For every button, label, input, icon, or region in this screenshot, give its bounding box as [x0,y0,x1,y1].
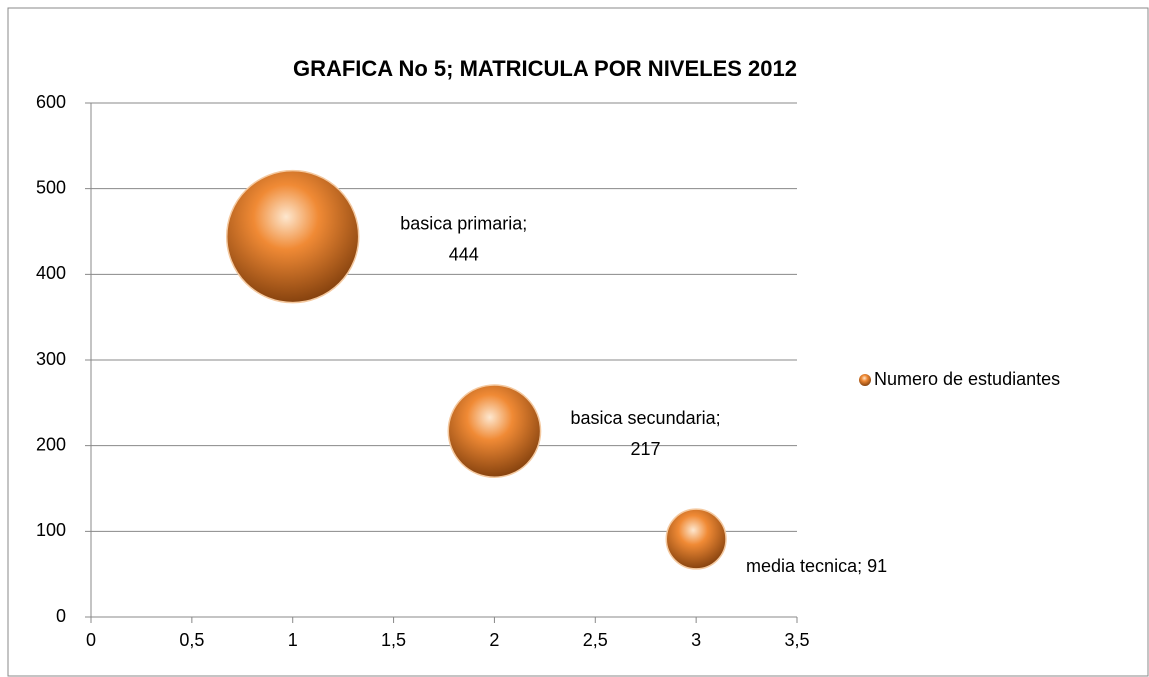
y-tick-label: 300 [36,349,66,369]
bubble [665,508,727,570]
y-tick-label: 200 [36,434,66,454]
x-tick-label: 3,5 [784,630,809,650]
legend-label: Numero de estudiantes [874,369,1060,389]
x-tick-label: 1 [288,630,298,650]
legend-swatch [859,374,871,386]
x-tick-label: 2,5 [583,630,608,650]
y-tick-label: 600 [36,92,66,112]
x-tick-label: 2 [489,630,499,650]
chart-border [7,7,1149,677]
x-tick-label: 0 [86,630,96,650]
y-tick-label: 500 [36,177,66,197]
y-tick-label: 100 [36,520,66,540]
x-tick-label: 3 [691,630,701,650]
y-tick-label: 0 [56,606,66,626]
bubble [225,169,360,304]
data-label: basica secundaria; 217 [571,408,721,459]
x-tick-label: 0,5 [179,630,204,650]
bubble [447,384,542,478]
x-tick-label: 1,5 [381,630,406,650]
data-label: basica primaria; 444 [400,213,527,264]
y-tick-label: 400 [36,263,66,283]
data-label: media tecnica; 91 [746,556,887,576]
chart-title: GRAFICA No 5; MATRICULA POR NIVELES 2012 [293,56,797,81]
